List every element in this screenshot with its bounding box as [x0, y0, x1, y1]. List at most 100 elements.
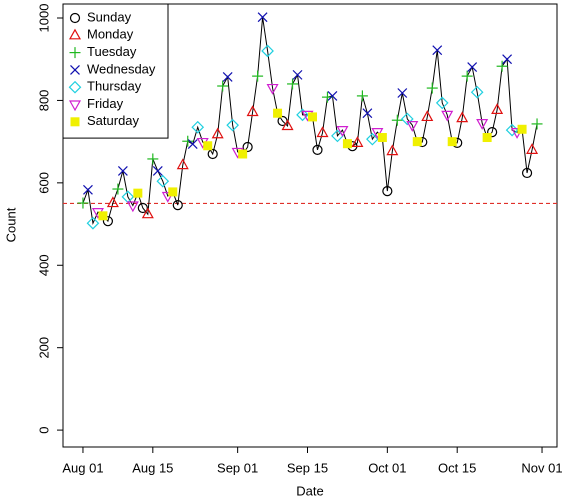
marker-shape — [242, 141, 253, 153]
data-point — [531, 118, 543, 130]
marker-shape — [106, 196, 119, 208]
data-point — [182, 135, 194, 147]
data-point — [391, 114, 403, 126]
data-point — [203, 141, 213, 151]
data-point — [342, 139, 352, 149]
data-point — [117, 165, 128, 176]
legend-marker — [68, 100, 82, 112]
marker-shape — [203, 141, 213, 151]
data-point — [502, 54, 513, 65]
marker-shape — [435, 96, 449, 110]
data-point — [432, 45, 443, 56]
marker-shape — [69, 12, 81, 24]
marker-shape — [161, 191, 174, 203]
data-point — [386, 144, 399, 156]
data-point — [456, 111, 469, 123]
marker-shape — [211, 127, 224, 139]
x-tick-label: Aug 01 — [62, 460, 103, 475]
marker-shape — [257, 12, 268, 23]
data-point — [287, 78, 299, 90]
x-tick-label: Nov 01 — [521, 460, 562, 475]
legend-marker — [70, 117, 80, 127]
marker-shape — [397, 88, 408, 98]
legend-marker — [68, 28, 82, 40]
marker-shape — [502, 54, 513, 65]
data-point — [126, 201, 139, 213]
y-tick-label: 0 — [36, 426, 51, 433]
marker-shape — [382, 185, 393, 197]
marker-shape — [70, 64, 80, 75]
marker-shape — [191, 120, 205, 134]
legend-marker — [68, 80, 82, 94]
marker-shape — [421, 110, 434, 122]
data-point — [482, 133, 492, 143]
data-point — [517, 124, 527, 134]
data-point — [106, 196, 119, 208]
data-point — [397, 88, 408, 98]
marker-shape — [222, 72, 233, 82]
marker-shape — [526, 143, 539, 154]
data-point — [187, 139, 198, 150]
marker-shape — [281, 119, 294, 131]
data-point — [211, 127, 224, 139]
x-tick-label: Oct 15 — [438, 460, 476, 475]
data-point — [261, 44, 274, 58]
marker-shape — [316, 126, 329, 138]
legend-label: Thursday — [87, 79, 142, 94]
marker-shape — [187, 139, 198, 150]
legend-box — [62, 3, 169, 139]
marker-shape — [406, 121, 419, 132]
marker-shape — [336, 126, 349, 137]
marker-shape — [126, 201, 139, 213]
data-point — [447, 137, 457, 147]
data-point — [176, 158, 189, 170]
data-point — [226, 118, 240, 132]
data-point — [191, 120, 205, 134]
data-point — [172, 200, 183, 211]
data-point — [296, 108, 309, 122]
marker-shape — [156, 174, 170, 188]
legend-label: Tuesday — [87, 44, 137, 59]
marker-shape — [412, 137, 422, 147]
marker-shape — [141, 207, 154, 219]
marker-shape — [98, 211, 108, 221]
data-point — [257, 12, 268, 23]
y-tick-label: 1000 — [36, 4, 51, 33]
data-point — [470, 85, 484, 99]
data-point — [400, 112, 414, 126]
data-point — [435, 96, 449, 110]
marker-shape — [70, 117, 80, 127]
marker-shape — [447, 137, 457, 147]
data-point — [168, 187, 178, 197]
marker-shape — [133, 188, 143, 198]
legend-marker — [69, 47, 81, 59]
data-point — [421, 110, 434, 122]
data-point — [426, 82, 438, 94]
marker-shape — [491, 103, 504, 115]
marker-shape — [362, 108, 373, 119]
data-point — [207, 148, 218, 160]
data-point — [362, 108, 373, 119]
data-point — [307, 112, 317, 122]
data-point — [222, 72, 233, 82]
data-point — [521, 167, 533, 179]
data-point — [156, 174, 170, 188]
marker-shape — [168, 187, 178, 197]
marker-shape — [386, 144, 399, 156]
data-point — [281, 119, 294, 131]
data-point — [112, 183, 124, 195]
legend-label: Friday — [87, 96, 124, 111]
data-point — [86, 216, 100, 230]
marker-shape — [176, 158, 189, 170]
marker-shape — [207, 148, 218, 160]
x-axis-title: Date — [296, 483, 323, 498]
marker-shape — [152, 165, 163, 176]
marker-shape — [307, 112, 317, 122]
data-point — [496, 60, 508, 72]
data-point — [491, 103, 504, 115]
data-point — [292, 69, 303, 80]
data-point — [273, 108, 283, 118]
marker-shape — [351, 136, 364, 147]
data-point — [141, 207, 154, 219]
